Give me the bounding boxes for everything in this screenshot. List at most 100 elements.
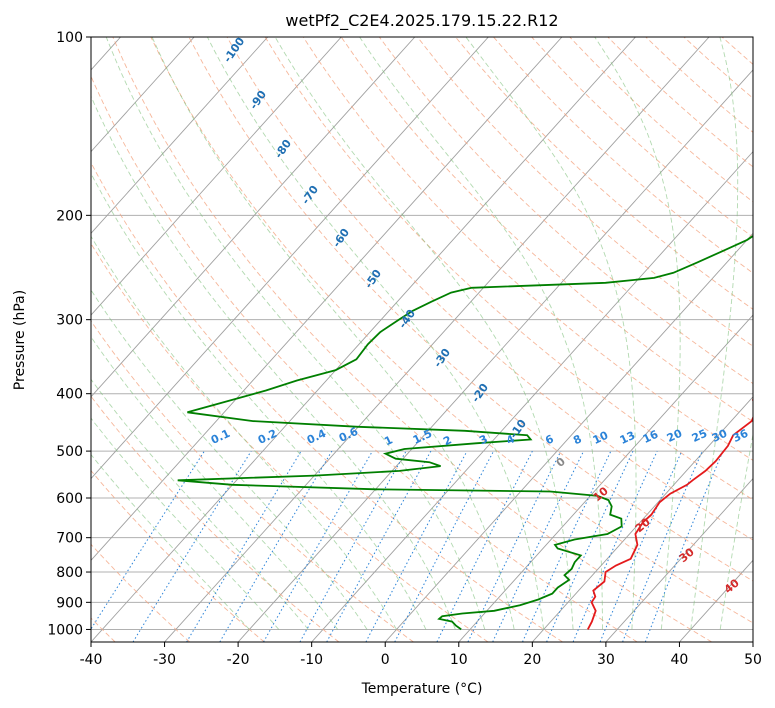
mixing-ratio-label: 0.1 xyxy=(209,427,232,447)
mixing-ratio-line xyxy=(522,450,612,642)
moist-adiabat-line xyxy=(594,37,681,630)
moist-adiabat-line xyxy=(91,336,339,630)
dry-adiabat-line xyxy=(91,395,340,642)
x-tick-label: 50 xyxy=(744,652,762,668)
mixing-ratio-label: 20 xyxy=(665,427,685,445)
isotherm-line xyxy=(91,37,342,316)
y-tick-label: 900 xyxy=(56,595,83,611)
y-tick-label: 700 xyxy=(56,531,83,547)
dry-adiabat-line xyxy=(569,37,753,203)
isotherm-line xyxy=(91,37,489,480)
dry-adiabat-line xyxy=(721,37,753,65)
y-tick-label: 400 xyxy=(56,387,83,403)
dry-adiabat-label: -30 xyxy=(431,346,453,370)
temperature-profile-line xyxy=(587,397,753,630)
series-layer xyxy=(177,234,753,631)
moist-adiabat-line xyxy=(105,37,486,630)
dry-adiabat-line xyxy=(340,37,753,423)
dry-adiabat-line xyxy=(683,37,753,99)
mixing-ratio-line xyxy=(599,450,683,642)
moist-adiabat-line xyxy=(91,453,250,630)
isotherm-line xyxy=(458,314,753,642)
y-tick-label: 100 xyxy=(56,30,83,46)
x-tick-label: 30 xyxy=(597,652,615,668)
dry-adiabat-label: -20 xyxy=(469,381,491,405)
y-axis-label: Pressure (hPa) xyxy=(12,290,28,390)
mixing-ratio-line xyxy=(644,450,724,642)
mixing-ratio-label: 13 xyxy=(618,429,637,447)
isotherm-line xyxy=(679,559,753,642)
dry-adiabat-line xyxy=(91,543,190,642)
isotherm-line xyxy=(91,37,416,398)
moist-adiabat-line xyxy=(91,417,280,630)
moist-adiabat-line xyxy=(206,37,545,630)
mixing-ratio-label: 36 xyxy=(731,427,751,445)
mixing-ratio-label: 30 xyxy=(710,427,730,445)
dry-adiabat-line xyxy=(150,37,753,624)
y-tick-label: 200 xyxy=(56,208,83,224)
dry-adiabat-label: -90 xyxy=(247,88,269,112)
dry-adiabat-line xyxy=(226,37,753,541)
isotherm-line xyxy=(164,37,710,642)
isotherm-line xyxy=(752,641,753,642)
mixing-ratio-line xyxy=(572,450,658,642)
isotherm-line xyxy=(91,37,636,642)
moist-adiabat-line xyxy=(274,37,574,630)
mixing-ratio-label: 25 xyxy=(690,427,709,445)
dry-adiabat-line xyxy=(91,161,563,642)
dry-adiabat-line xyxy=(645,37,753,133)
dry-adiabat-label: -60 xyxy=(330,226,352,250)
dry-adiabat-line xyxy=(264,37,753,501)
dry-adiabat-line xyxy=(91,75,638,642)
isotherm-line xyxy=(91,37,195,153)
background-lines xyxy=(91,37,775,642)
x-tick-label: 20 xyxy=(523,652,541,668)
moist-adiabat-line xyxy=(465,37,637,630)
mixing-ratio-line xyxy=(467,450,562,642)
x-tick-label: -30 xyxy=(153,652,176,668)
y-tick-label: 300 xyxy=(56,313,83,329)
mixing-ratio-label: 8 xyxy=(571,432,583,447)
axes: -40 -30 -20 -10 0 10 20 30 40 5010020030040050060… xyxy=(47,30,762,668)
dry-adiabat-line xyxy=(417,37,753,347)
mixing-ratio-line xyxy=(622,450,703,642)
x-tick-label: 40 xyxy=(671,652,689,668)
moist-adiabat-line xyxy=(151,37,515,630)
moist-adiabat-line xyxy=(690,37,739,630)
y-tick-label: 800 xyxy=(56,565,83,581)
isotherm-line xyxy=(91,37,563,561)
x-axis-label: Temperature (°C) xyxy=(361,681,483,697)
dewpoint-profile-line xyxy=(177,234,753,631)
dry-adiabat-line xyxy=(302,37,753,461)
mixing-ratio-label: 1 xyxy=(382,433,394,448)
dry-adiabat-line xyxy=(188,37,753,582)
isopleth-labels: -100-90-80-70-60-50-40-30-20-100.1 0.2 0.4… xyxy=(209,35,751,597)
dry-adiabat-line xyxy=(378,37,753,385)
mixing-ratio-line xyxy=(299,450,407,642)
mixing-ratio-line xyxy=(91,450,205,630)
mixing-ratio-line xyxy=(132,450,252,642)
chart-title: wetPf2_C2E4.2025.179.15.22.R12 xyxy=(285,11,558,31)
mixing-ratio-line xyxy=(492,450,585,642)
moist-adiabat-line xyxy=(359,37,603,630)
dry-adiabat-line xyxy=(112,37,713,642)
plot-frame xyxy=(90,36,754,643)
mixing-ratio-label: 16 xyxy=(641,428,661,446)
y-tick-label: 1000 xyxy=(47,622,83,638)
mixing-ratio-line xyxy=(394,450,495,642)
isotherm-line xyxy=(605,477,753,642)
mixing-ratio-line xyxy=(546,450,634,642)
dry-adiabat-label: -80 xyxy=(272,137,294,161)
moist-adiabat-line xyxy=(91,235,397,630)
dry-adiabat-label: -70 xyxy=(299,183,321,207)
moist-adiabat-line xyxy=(91,289,368,630)
x-tick-label: -20 xyxy=(227,652,250,668)
dry-adiabat-line xyxy=(760,37,775,642)
x-tick-label: 0 xyxy=(381,652,390,668)
isotherm-line xyxy=(384,232,753,642)
mixing-ratio-line xyxy=(326,450,432,642)
moist-adiabat-line xyxy=(91,95,456,630)
dry-adiabat-label: -100 xyxy=(221,35,248,65)
y-tick-label: 500 xyxy=(56,444,83,460)
